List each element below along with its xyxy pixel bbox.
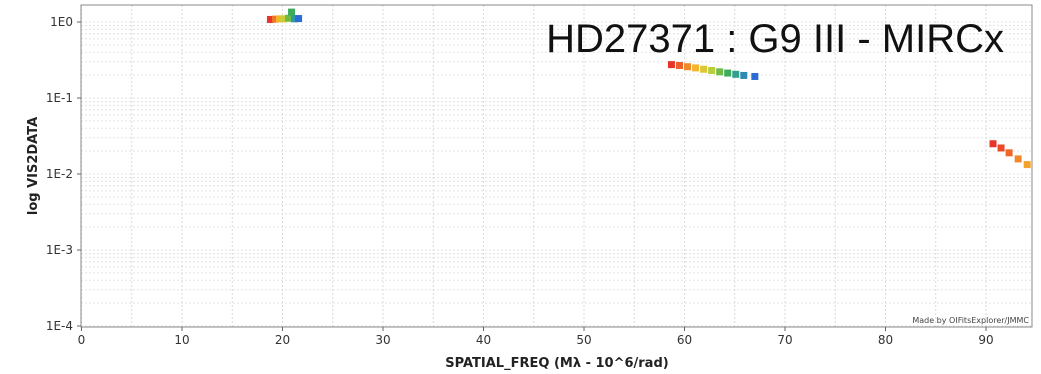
x-axis-ticks: 0102030405060708090100110120130140150160… xyxy=(78,327,994,347)
data-point xyxy=(285,14,293,22)
data-point xyxy=(724,69,732,77)
x-tick-label: 10 xyxy=(174,333,189,347)
chart-title: HD27371 : G9 III - MIRCx xyxy=(546,17,1004,61)
data-point xyxy=(692,64,700,72)
x-tick-label: 50 xyxy=(576,333,591,347)
y-axis-title: log VIS2DATA xyxy=(26,117,41,215)
grid xyxy=(81,5,1032,327)
data-point xyxy=(280,15,288,23)
x-tick-label: 20 xyxy=(275,333,290,347)
x-tick-label: 80 xyxy=(878,333,893,347)
x-tick-label: 70 xyxy=(777,333,792,347)
data-point xyxy=(997,144,1005,152)
data-point xyxy=(675,61,683,69)
y-tick-label: 1E0 xyxy=(50,15,73,29)
data-point xyxy=(667,61,675,69)
data-point xyxy=(275,15,283,23)
data-point xyxy=(288,8,296,16)
data-point xyxy=(684,63,692,71)
y-tick-label: 1E-2 xyxy=(46,167,73,181)
data-point xyxy=(271,15,279,23)
y-tick-label: 1E-3 xyxy=(46,243,73,257)
data-point xyxy=(732,70,740,78)
y-tick-label: 1E-4 xyxy=(46,319,73,333)
data-point xyxy=(1005,149,1013,157)
x-axis-title: SPATIAL_FREQ (Mλ - 10^6/rad) xyxy=(445,356,668,371)
credit-label: Made by OIFitsExplorer/JMMC xyxy=(912,316,1029,325)
data-point xyxy=(295,15,303,23)
x-tick-label: 90 xyxy=(978,333,993,347)
plot-frame xyxy=(80,4,1033,328)
data-point xyxy=(700,65,708,73)
data-point xyxy=(708,67,716,75)
data-point xyxy=(751,72,759,80)
y-axis-ticks: 1E0 1E-1 1E-2 1E-3 1E-4 xyxy=(46,15,81,333)
x-tick-label: 40 xyxy=(476,333,491,347)
data-point xyxy=(989,140,997,148)
data-points xyxy=(266,8,1031,169)
data-point xyxy=(266,15,274,23)
data-point xyxy=(291,15,299,23)
x-tick-label: 0 xyxy=(78,333,86,347)
data-point xyxy=(716,68,724,76)
y-tick-label: 1E-1 xyxy=(46,91,73,105)
data-point xyxy=(1014,155,1022,163)
x-tick-label: 60 xyxy=(677,333,692,347)
data-point xyxy=(740,71,748,79)
data-point xyxy=(1023,161,1031,169)
x-tick-label: 30 xyxy=(375,333,390,347)
